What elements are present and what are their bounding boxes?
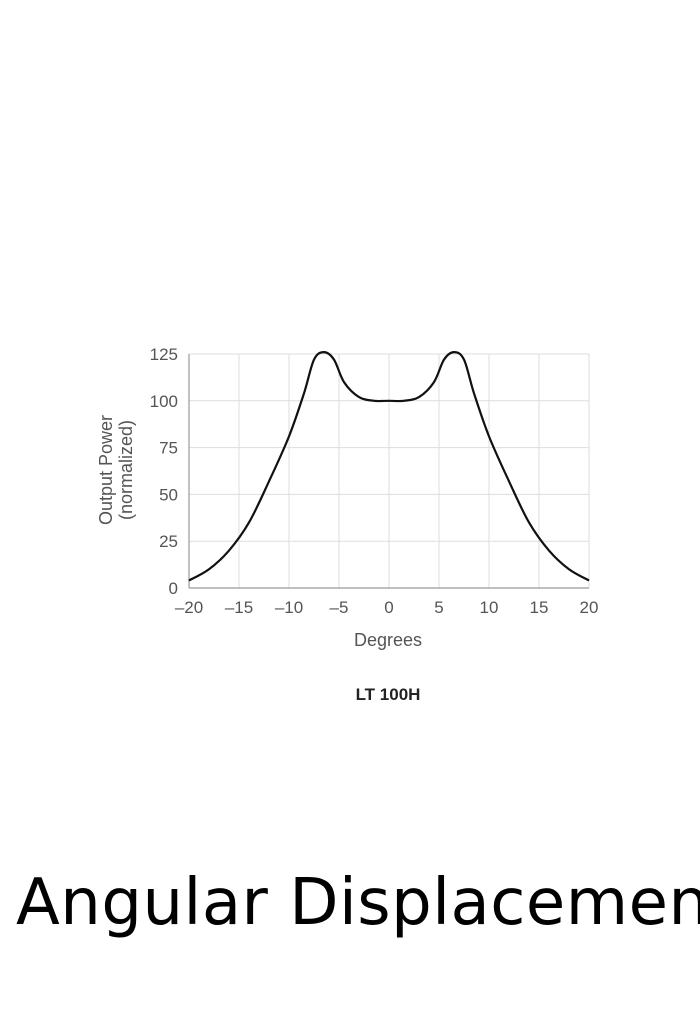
x-tick-label: 15 (530, 598, 549, 617)
y-tick-label: 50 (159, 485, 178, 504)
x-tick-label: –20 (175, 598, 203, 617)
chart-caption: LT 100H (356, 685, 421, 704)
axes (188, 354, 589, 589)
y-axis-title: Output Power (96, 415, 116, 525)
line-chart: –20 –15 –10 –5 0 5 10 15 20 0 25 50 75 100 125 Degrees… (96, 345, 599, 704)
y-axis-subtitle: (normalized) (116, 420, 136, 520)
x-tick-label: 5 (434, 598, 443, 617)
y-tick-label: 100 (150, 392, 178, 411)
x-tick-label: 20 (580, 598, 599, 617)
x-tick-label: 0 (384, 598, 393, 617)
x-axis-title: Degrees (354, 630, 422, 650)
footer-caption: Angular Displacement (16, 866, 700, 940)
x-tick-label: –5 (330, 598, 349, 617)
series-line (188, 351, 590, 582)
x-tick-label: –15 (225, 598, 253, 617)
tick-labels: –20 –15 –10 –5 0 5 10 15 20 0 25 50 75 100 125 (150, 345, 599, 617)
series-layer (188, 351, 590, 582)
y-tick-label: 125 (150, 345, 178, 364)
grid (188, 353, 590, 589)
y-tick-label: 0 (169, 579, 178, 598)
y-tick-label: 75 (159, 439, 178, 458)
x-tick-label: 10 (480, 598, 499, 617)
y-tick-label: 25 (159, 532, 178, 551)
x-tick-label: –10 (275, 598, 303, 617)
chart-figure: –20 –15 –10 –5 0 5 10 15 20 0 25 50 75 100 125 Degrees… (96, 345, 599, 704)
